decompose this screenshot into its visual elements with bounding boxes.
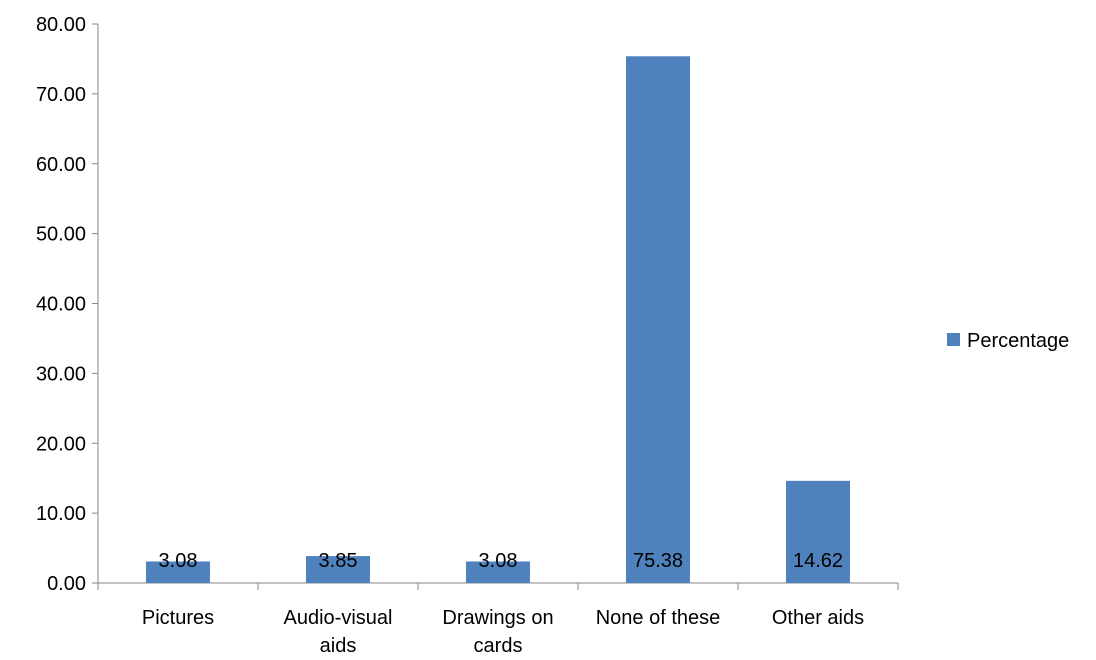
y-tick-label: 60.00 [36, 154, 86, 176]
y-tick-label: 0.00 [47, 573, 86, 595]
data-labels: 3.08 3.85 3.08 75.38 14.62 [159, 550, 844, 572]
x-category-label-line: Pictures [142, 607, 214, 629]
bar-value-label: 14.62 [793, 550, 843, 572]
y-tick-label: 30.00 [36, 363, 86, 385]
x-category-label: Other aids [772, 607, 864, 629]
x-category-label: None of these [596, 607, 721, 629]
x-category-label-line: Other aids [772, 607, 864, 629]
y-tick-label: 70.00 [36, 84, 86, 106]
bar [626, 56, 690, 584]
bar-value-label: 3.85 [319, 550, 358, 572]
legend-swatch [947, 333, 960, 346]
bar-value-label: 75.38 [633, 550, 683, 572]
y-tick-label: 40.00 [36, 294, 86, 316]
x-category-label: Pictures [142, 607, 214, 629]
x-category-label: Drawings on cards [442, 607, 553, 657]
y-tick-label: 80.00 [36, 14, 86, 36]
bar [146, 561, 210, 583]
x-axis: Pictures Audio-visual aids Drawings on cards… [97, 582, 899, 657]
y-tick-label: 50.00 [36, 224, 86, 246]
bar [466, 561, 530, 583]
legend-label: Percentage [967, 330, 1069, 352]
bar [306, 556, 370, 583]
x-category-label-line: None of these [596, 607, 721, 629]
bar-series [146, 56, 850, 584]
y-axis: 0.00 10.00 20.00 30.00 40.00 50.00 60.00 70.00 8… [36, 14, 99, 595]
x-category-label: Audio-visual aids [284, 607, 393, 657]
x-category-label-line: cards [474, 635, 523, 657]
y-tick-label: 10.00 [36, 503, 86, 525]
y-tick-label: 20.00 [36, 433, 86, 455]
bar [786, 480, 850, 583]
bar-value-label: 3.08 [479, 550, 518, 572]
bar-value-label: 3.08 [159, 550, 198, 572]
x-category-label-line: aids [320, 635, 357, 657]
x-category-label-line: Audio-visual [284, 607, 393, 629]
x-category-label-line: Drawings on [442, 607, 553, 629]
legend: Percentage [947, 330, 1069, 352]
